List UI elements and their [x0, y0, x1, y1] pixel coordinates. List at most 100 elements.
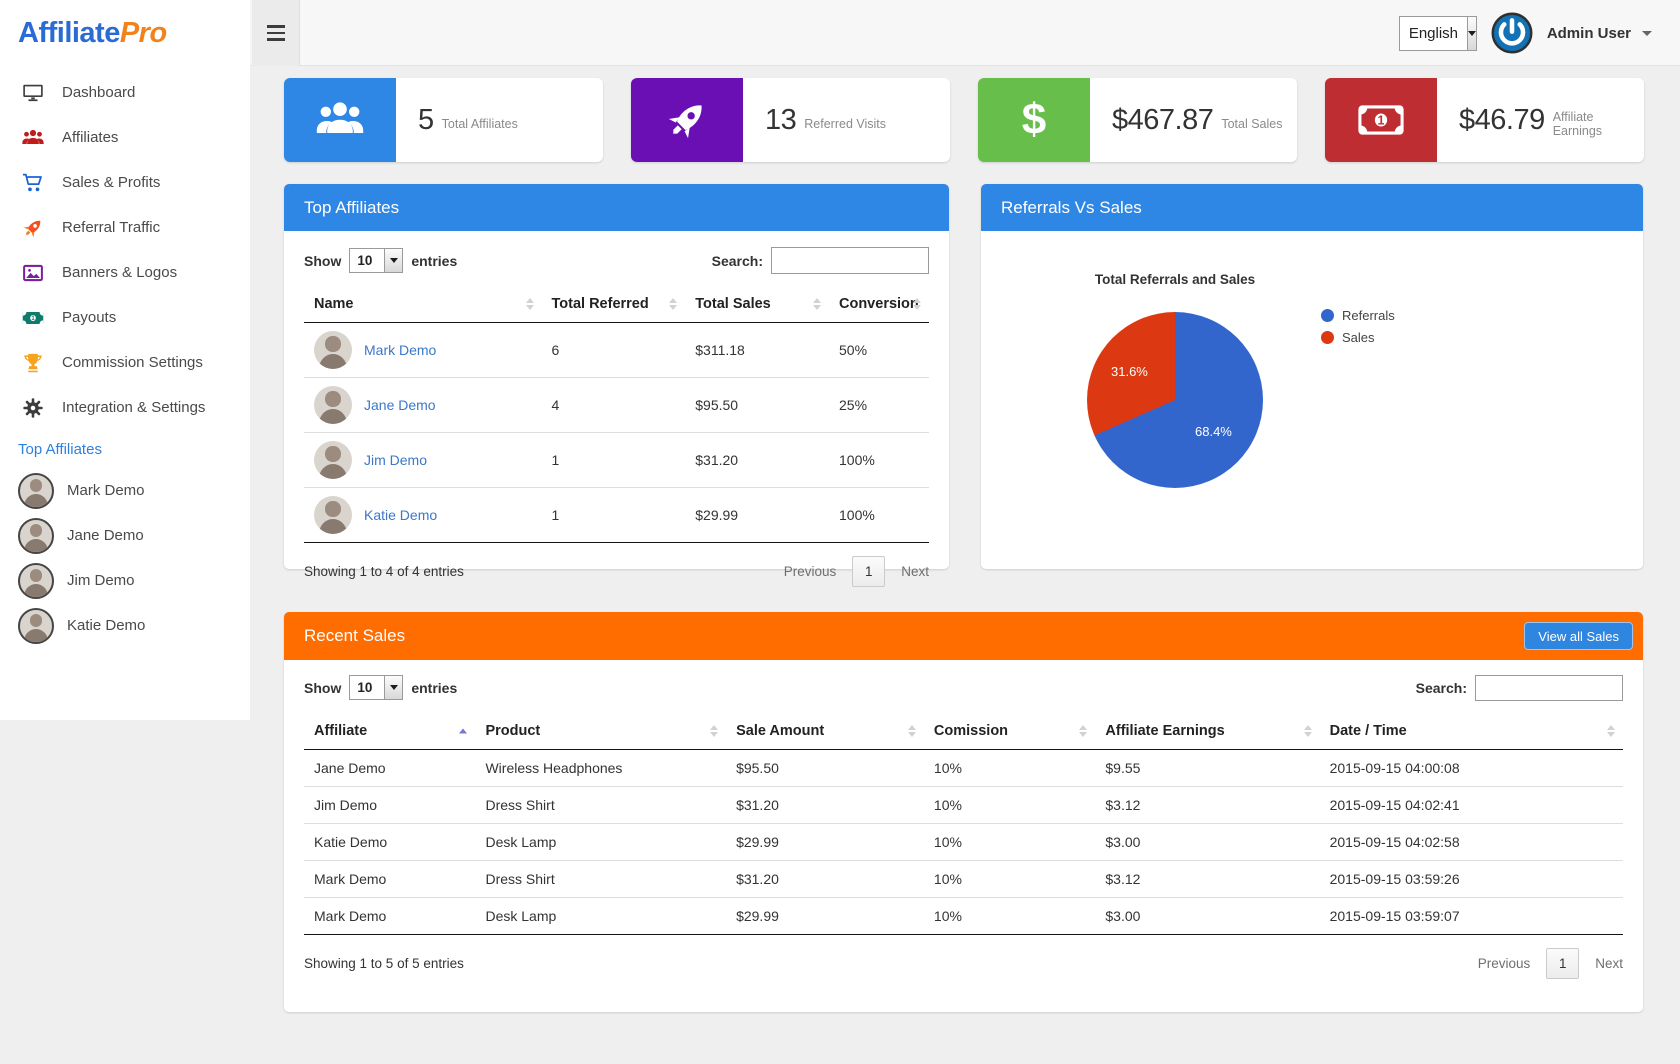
avatar: [314, 386, 352, 424]
table-row: Mark Demo 6 $311.18 50%: [304, 323, 929, 378]
stat-label: Affiliate Earnings: [1552, 110, 1603, 138]
show-label: Show: [304, 679, 342, 696]
user-menu[interactable]: Admin User: [1547, 25, 1652, 42]
sidebar-item-integration-settings[interactable]: Integration & Settings: [0, 385, 250, 430]
page-1-button[interactable]: 1: [1546, 948, 1580, 979]
search-input[interactable]: [1475, 674, 1623, 701]
affiliate-name: Jane Demo: [67, 527, 144, 544]
sort-ascending-icon: [459, 728, 468, 734]
column-header-conversion[interactable]: Conversion: [829, 286, 929, 323]
navbar: AffiliatePro English Admin User: [0, 0, 1680, 66]
next-page-button[interactable]: Next: [1595, 956, 1623, 971]
previous-page-button[interactable]: Previous: [1477, 956, 1531, 971]
cell-comission: 10%: [933, 760, 962, 776]
sidebar-item-dashboard[interactable]: Dashboard: [0, 70, 250, 115]
column-header-date-time[interactable]: Date / Time: [1319, 713, 1623, 750]
stat-card-referred-visits: 13 Referred Visits: [631, 78, 950, 162]
stat-label: Referred Visits: [804, 117, 887, 131]
affiliate-name-link[interactable]: Katie Demo: [364, 507, 438, 523]
sidebar-item-sales-profits[interactable]: Sales & Profits: [0, 160, 250, 205]
cell-comission: 10%: [923, 897, 1096, 935]
previous-page-button[interactable]: Previous: [783, 564, 837, 579]
recent-sales-table: Affiliate Product Sale Amount Comission …: [304, 713, 1623, 935]
table-row: Mark Demo Desk Lamp $29.99 10% $3.00 201…: [304, 897, 1623, 935]
logo: AffiliatePro: [0, 0, 250, 66]
top-affiliates-panel: Top Affiliates Show 10 entries Search: N…: [284, 184, 949, 587]
cell-sale-amount: $31.20: [726, 860, 924, 898]
page-size-select[interactable]: 10: [349, 675, 404, 700]
page-size-select[interactable]: 10: [349, 248, 404, 273]
affiliate-name: Katie Demo: [67, 617, 146, 634]
chart-legend: Referrals Sales: [1321, 308, 1395, 345]
show-label: Show: [304, 252, 342, 269]
avatar: [314, 441, 352, 479]
cell-date-time: 2015-09-15 03:59:26: [1319, 860, 1623, 898]
column-header-name[interactable]: Name: [304, 286, 542, 323]
entries-label: entries: [411, 252, 458, 269]
sort-icon: [907, 725, 916, 737]
cell-affiliate-earnings: $3.12: [1095, 786, 1320, 824]
sidebar-affiliate-jane[interactable]: Jane Demo: [0, 513, 250, 558]
affiliate-name-link[interactable]: Jane Demo: [364, 397, 436, 413]
sidebar-item-label: Integration & Settings: [62, 399, 206, 416]
user-avatar[interactable]: [1491, 12, 1533, 54]
column-header-total-sales[interactable]: Total Sales: [685, 286, 829, 323]
user-name: Admin User: [1546, 24, 1631, 42]
recent-sales-panel: Recent Sales View all Sales Show 10 entr…: [284, 612, 1643, 1012]
sidebar-item-banners-logos[interactable]: Banners & Logos: [0, 250, 250, 295]
stat-value: 5: [418, 103, 434, 136]
cell-comission: 10%: [923, 823, 1096, 861]
sidebar: Dashboard Affiliates Sales & Profits Ref…: [0, 66, 250, 720]
cell-conversion: 100%: [829, 487, 929, 543]
monitor-icon: [18, 82, 48, 104]
stat-card-total-affiliates: 5 Total Affiliates: [284, 78, 603, 162]
page-1-button[interactable]: 1: [852, 556, 886, 587]
search-input[interactable]: [771, 247, 929, 274]
users-icon: [284, 78, 396, 162]
cell-affiliate-earnings: $9.55: [1105, 760, 1141, 776]
view-all-sales-button[interactable]: View all Sales: [1524, 622, 1633, 650]
money-icon: 1: [18, 307, 48, 329]
column-header-affiliate[interactable]: Affiliate: [304, 713, 476, 750]
cell-affiliate: Mark Demo: [304, 897, 476, 935]
stat-label: Total Affiliates: [441, 117, 518, 131]
sidebar-item-referral-traffic[interactable]: Referral Traffic: [0, 205, 250, 250]
cell-conversion: 100%: [829, 432, 929, 488]
stat-card-affiliate-earnings: 1 $46.79 Affiliate Earnings: [1325, 78, 1644, 162]
cell-date-time: 2015-09-15 04:02:58: [1319, 823, 1623, 861]
next-page-button[interactable]: Next: [901, 564, 929, 579]
cell-sale-amount: $29.99: [726, 823, 924, 861]
table-row: Mark Demo Dress Shirt $31.20 10% $3.12 2…: [304, 860, 1623, 898]
caret-down-icon: [1642, 30, 1652, 36]
column-header-affiliate-earnings[interactable]: Affiliate Earnings: [1095, 713, 1320, 750]
power-logo-icon: [1491, 12, 1533, 54]
column-header-total-referred[interactable]: Total Referred: [541, 286, 686, 323]
cell-product: Dress Shirt: [475, 860, 727, 898]
sidebar-affiliate-jim[interactable]: Jim Demo: [0, 558, 250, 603]
legend-label-referrals: Referrals: [1342, 308, 1395, 323]
column-header-product[interactable]: Product: [475, 713, 727, 750]
search-label: Search:: [711, 252, 763, 269]
logo-primary: Affiliate: [18, 16, 120, 49]
sidebar-affiliate-mark[interactable]: Mark Demo: [0, 468, 250, 513]
cell-conversion: 25%: [829, 377, 929, 433]
affiliate-name-link[interactable]: Mark Demo: [364, 342, 437, 358]
cell-date-time: 2015-09-15 04:00:08: [1329, 760, 1460, 776]
cell-comission: 10%: [923, 860, 1096, 898]
logo-accent: Pro: [119, 16, 167, 49]
table-row: Katie Demo Desk Lamp $29.99 10% $3.00 20…: [304, 823, 1623, 861]
sort-icon: [913, 298, 921, 310]
column-header-sale-amount[interactable]: Sale Amount: [726, 713, 924, 750]
affiliate-name-link[interactable]: Jim Demo: [364, 452, 428, 468]
cell-affiliate: Jim Demo: [304, 786, 476, 824]
sidebar-item-payouts[interactable]: 1 Payouts: [0, 295, 250, 340]
cell-total-sales: $95.50: [685, 377, 829, 433]
sidebar-item-commission-settings[interactable]: Commission Settings: [0, 340, 250, 385]
sidebar-item-affiliates[interactable]: Affiliates: [0, 115, 250, 160]
language-select[interactable]: English: [1398, 15, 1477, 51]
column-header-comission[interactable]: Comission: [923, 713, 1096, 750]
menu-toggle-button[interactable]: [252, 0, 300, 66]
sidebar-affiliate-katie[interactable]: Katie Demo: [0, 603, 250, 648]
stat-card-total-sales: $ $467.87 Total Sales: [978, 78, 1297, 162]
cell-sale-amount: $29.99: [726, 897, 924, 935]
